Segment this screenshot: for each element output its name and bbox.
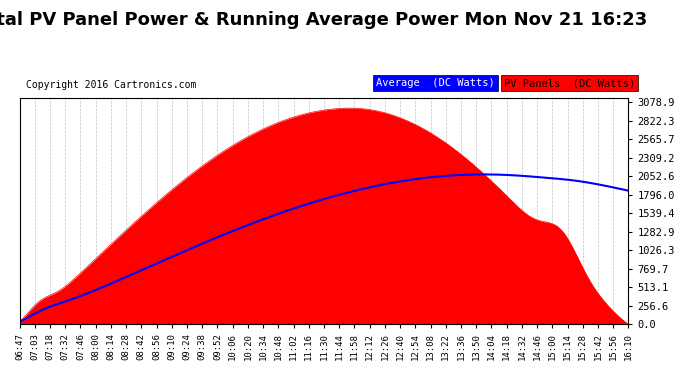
Text: Copyright 2016 Cartronics.com: Copyright 2016 Cartronics.com [26,80,196,90]
Text: Total PV Panel Power & Running Average Power Mon Nov 21 16:23: Total PV Panel Power & Running Average P… [0,11,647,29]
Text: PV Panels  (DC Watts): PV Panels (DC Watts) [504,78,635,88]
Text: Average  (DC Watts): Average (DC Watts) [376,78,495,88]
